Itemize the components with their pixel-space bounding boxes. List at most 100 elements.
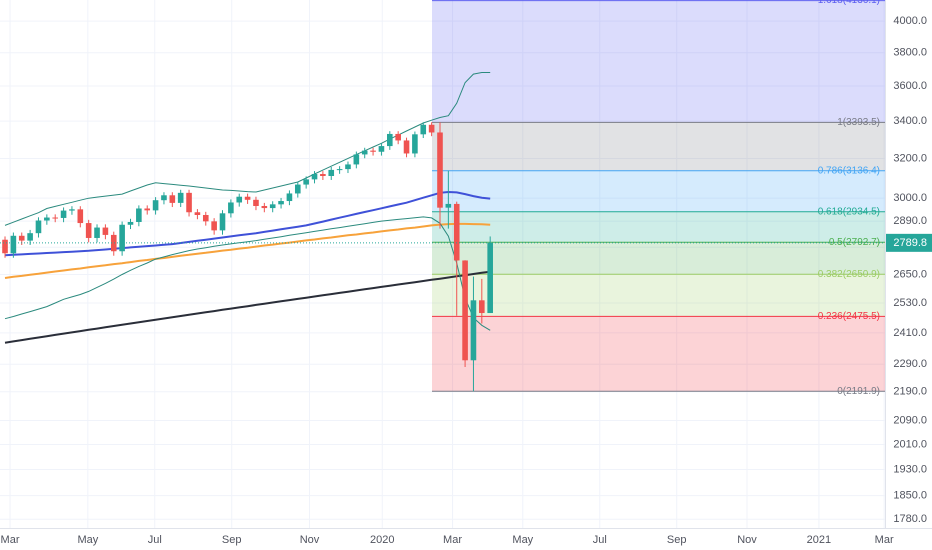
candle-body: [228, 202, 234, 214]
candle-body: [10, 235, 17, 254]
y-tick-label: 2010.0: [893, 438, 927, 450]
candle-body: [403, 140, 410, 154]
y-tick-label: 1780.0: [893, 513, 927, 525]
candle-body: [428, 124, 435, 133]
candle-body: [69, 209, 75, 211]
y-tick-label: 3600.0: [893, 80, 927, 92]
candle-body: [286, 193, 293, 202]
candle-body: [102, 227, 109, 235]
y-tick-label: 2090.0: [893, 414, 927, 426]
candle-body: [18, 235, 25, 241]
candle-body: [236, 196, 243, 203]
y-tick-label: 4000.0: [893, 15, 927, 27]
candle-body: [328, 169, 335, 176]
candle-body: [136, 208, 142, 222]
candle-body: [479, 300, 485, 314]
candle-body: [311, 174, 318, 180]
y-tick-label: 3000.0: [893, 192, 927, 204]
candle-body: [387, 133, 393, 147]
candle-body: [127, 221, 134, 225]
candle-body: [186, 192, 192, 213]
candle-body: [77, 209, 84, 224]
y-tick-label: 3200.0: [893, 152, 927, 164]
candle-body: [462, 260, 468, 361]
candle-body: [44, 217, 50, 221]
candle-body: [94, 227, 100, 238]
x-tick-label: Jul: [148, 534, 162, 546]
fib-zone: [432, 211, 885, 243]
fib-label: 0(2191.9): [837, 386, 880, 397]
candle-body: [169, 195, 176, 203]
x-tick-label: Mar: [875, 534, 894, 546]
candle-body: [2, 239, 8, 254]
y-tick-label: 2290.0: [893, 358, 927, 370]
candle-body: [361, 150, 368, 155]
fib-zone: [432, 170, 885, 212]
candle-body: [487, 242, 493, 314]
fib-zone: [432, 0, 885, 123]
fib-label: 1(3393.5): [837, 117, 880, 128]
candle-body: [35, 220, 42, 234]
last-price-label: 2789.8: [893, 237, 927, 249]
y-tick-label: 2410.0: [893, 327, 927, 339]
candle-body: [269, 204, 276, 209]
y-tick-label: 3800.0: [893, 47, 927, 59]
candle-body: [52, 217, 59, 219]
fib-label: 0.236(2475.5): [818, 311, 880, 322]
candle-body: [161, 195, 167, 201]
candle-body: [437, 132, 443, 208]
indicator-line: [4, 222, 491, 279]
candle-body: [453, 203, 460, 261]
fib-zone: [432, 122, 885, 171]
y-tick-label: 2530.0: [893, 297, 927, 309]
fib-label: 1.618(4136.1): [818, 0, 880, 6]
candle-body: [60, 210, 67, 218]
candle-body: [194, 212, 201, 215]
candle-body: [144, 208, 151, 211]
y-tick-label: 3400.0: [893, 115, 927, 127]
candle-body: [219, 213, 226, 231]
candle-body: [202, 214, 209, 222]
y-tick-label: 2890.0: [893, 215, 927, 227]
candle-body: [345, 164, 351, 170]
fib-label: 0.382(2650.9): [818, 269, 880, 280]
y-tick-label: 2650.0: [893, 268, 927, 280]
y-tick-label: 1930.0: [893, 463, 927, 475]
candle-body: [110, 234, 117, 252]
candle-body: [261, 205, 268, 209]
candle-body: [85, 223, 92, 238]
x-tick-label: Mar: [1, 534, 20, 546]
indicator-line: [4, 190, 491, 257]
last-price-box: [886, 233, 932, 252]
candle-body: [370, 150, 376, 152]
candle-body: [470, 300, 477, 361]
x-tick-label: Nov: [300, 534, 320, 546]
x-tick-label: Nov: [737, 534, 757, 546]
candle-body: [27, 233, 33, 241]
candle-body: [378, 146, 385, 152]
candle-body: [320, 174, 326, 176]
candle-body: [253, 199, 259, 206]
x-tick-label: 2020: [370, 534, 394, 546]
x-tick-label: Jul: [593, 534, 607, 546]
indicator-line: [4, 270, 491, 344]
indicator-line: [4, 72, 491, 226]
x-tick-label: May: [512, 534, 533, 546]
candle-body: [395, 133, 401, 141]
fib-zone: [432, 274, 885, 317]
candle-body: [244, 196, 251, 200]
x-tick-label: Sep: [222, 534, 242, 546]
x-tick-label: Sep: [667, 534, 687, 546]
candle-body: [353, 154, 360, 165]
candle-body: [303, 179, 309, 185]
candle-body: [278, 201, 284, 205]
candle-body: [211, 221, 217, 231]
candle-body: [336, 169, 343, 171]
candle-body: [177, 192, 184, 203]
candle-body: [119, 224, 125, 252]
fib-zone: [432, 242, 885, 275]
candle-body: [152, 200, 159, 211]
y-tick-label: 2190.0: [893, 386, 927, 398]
